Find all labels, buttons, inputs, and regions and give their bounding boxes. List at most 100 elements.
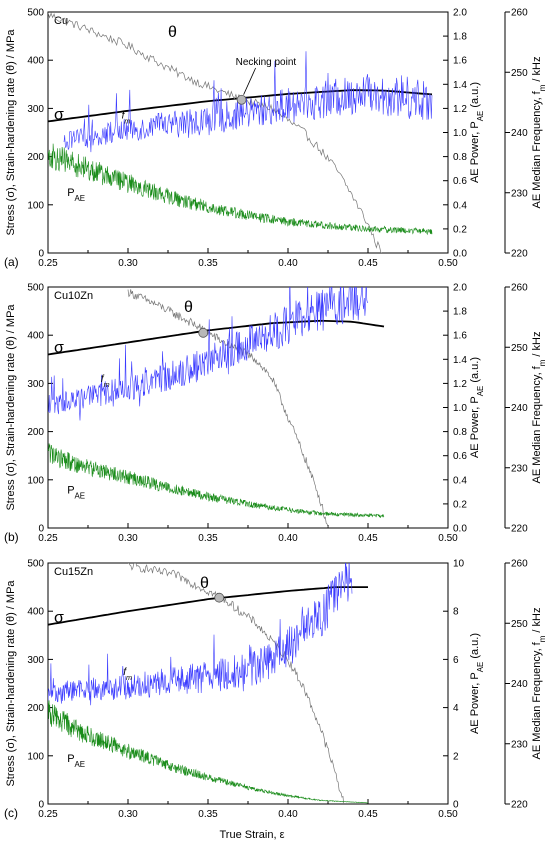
x-tick-label: 0.50 <box>438 258 458 269</box>
x-tick-label: 0.45 <box>358 809 378 820</box>
power-tick-label: 1.0 <box>453 128 467 139</box>
frequency-tick-label: 260 <box>511 559 528 570</box>
power-tick-label: 1.6 <box>453 331 467 342</box>
ae-power-curve <box>48 443 385 519</box>
frequency-tick-label: 240 <box>511 403 528 414</box>
frequency-tick-label: 260 <box>511 283 528 294</box>
power-tick-label: 0.2 <box>453 224 467 235</box>
frequency-tick-label: 220 <box>511 524 528 535</box>
power-tick-label: 10 <box>453 559 465 570</box>
panel-name: Cu15Zn <box>54 566 93 578</box>
power-tick-label: 2.0 <box>453 8 467 19</box>
x-axis-title: True Strain, ε <box>219 829 284 841</box>
power-axis-title: AE Power, PAE (a.u.) <box>469 633 485 734</box>
power-tick-label: 1.6 <box>453 56 467 67</box>
frequency-tick-label: 240 <box>511 679 528 690</box>
necking-point-marker <box>198 327 209 338</box>
hardening-series-label: θ <box>200 575 209 592</box>
necking-point-marker <box>214 592 225 603</box>
stress-tick-label: 400 <box>27 331 44 342</box>
power-tick-label: 0.6 <box>453 176 467 187</box>
x-tick-label: 0.50 <box>438 809 458 820</box>
hardening-rate-curve <box>48 12 383 253</box>
stress-series-label: σ <box>54 106 64 123</box>
median-frequency-curve <box>48 287 369 421</box>
frequency-tick-label: 230 <box>511 739 528 750</box>
hardening-series-label: θ <box>168 24 177 41</box>
stress-tick-label: 500 <box>27 283 44 294</box>
hardening-rate-curve <box>127 563 345 804</box>
power-tick-label: 2 <box>453 751 459 762</box>
hardening-rate-curve <box>127 289 329 528</box>
frequency-series-label: fm <box>123 667 132 682</box>
stress-axis-title: Stress (σ), Strain-hardening rate (θ) / … <box>5 304 17 511</box>
panel-c: 0.25 0.30 0.35 0.40 0.45 0.500100200300400500… <box>4 559 547 821</box>
panel-letter: (c) <box>4 806 18 820</box>
x-axis-title-group: True Strain, ε <box>219 829 284 841</box>
x-tick-label: 0.30 <box>118 533 138 544</box>
power-tick-label: 0.4 <box>453 200 467 211</box>
stress-tick-label: 400 <box>27 56 44 67</box>
frequency-tick-label: 250 <box>511 68 528 79</box>
x-tick-label: 0.30 <box>118 809 138 820</box>
x-tick-label: 0.45 <box>358 533 378 544</box>
series-group <box>48 12 433 253</box>
stress-tick-label: 200 <box>27 152 44 163</box>
power-axis-title: AE Power, PAE (a.u.) <box>469 357 485 458</box>
power-tick-label: 6 <box>453 655 459 666</box>
panel-name: Cu10Zn <box>54 290 93 302</box>
power-series-label: PAE <box>67 753 85 769</box>
median-frequency-curve <box>63 51 433 153</box>
panel-b: 0.25 0.30 0.35 0.40 0.45 0.50 0 100 200 300 400 500… <box>4 283 547 545</box>
frequency-axis-title: AE Median Frequency, fm / kHz <box>531 57 547 209</box>
x-tick-label: 0.25 <box>38 258 58 269</box>
power-tick-label: 1.2 <box>453 104 467 115</box>
stress-tick-label: 300 <box>27 104 44 115</box>
panel-letter: (a) <box>4 255 19 269</box>
power-tick-label: 1.2 <box>453 379 467 390</box>
frequency-tick-label: 240 <box>511 128 528 139</box>
stress-tick-label: 200 <box>27 703 44 714</box>
frequency-tick-label: 250 <box>511 619 528 630</box>
necking-point-arrow <box>243 67 256 95</box>
stress-curve <box>48 586 368 626</box>
stress-curve <box>48 319 385 356</box>
necking-point-annotation: Necking point <box>236 57 297 68</box>
series-group <box>48 563 369 804</box>
x-tick-label: 0.40 <box>278 809 298 820</box>
x-tick-label: 0.50 <box>438 533 458 544</box>
stress-tick-label: 500 <box>27 559 44 570</box>
power-tick-label: 4 <box>453 703 459 714</box>
stress-series-label: σ <box>54 339 64 356</box>
stress-tick-label: 400 <box>27 607 44 618</box>
power-tick-label: 0.6 <box>453 451 467 462</box>
x-tick-label: 0.45 <box>358 258 378 269</box>
frequency-series-label: fm <box>101 374 110 389</box>
power-series-label: PAE <box>67 484 85 500</box>
power-tick-label: 0 <box>453 800 459 811</box>
stress-axis-title: Stress (σ), Strain-hardening rate (θ) / … <box>5 580 17 787</box>
frequency-axis-title: AE Median Frequency, fm / kHz <box>531 332 547 484</box>
frequency-tick-label: 230 <box>511 463 528 474</box>
ae-power-curve <box>48 700 369 804</box>
power-tick-label: 1.4 <box>453 355 467 366</box>
frequency-axis-title: AE Median Frequency, fm / kHz <box>531 608 547 760</box>
x-tick-label: 0.25 <box>38 809 58 820</box>
necking-point-marker <box>236 94 247 105</box>
ae-power-curve <box>48 143 433 236</box>
hardening-series-label: θ <box>184 299 193 316</box>
stress-axis-title: Stress (σ), Strain-hardening rate (θ) / … <box>5 29 17 236</box>
stress-tick-label: 500 <box>27 8 44 19</box>
frequency-tick-label: 220 <box>511 249 528 260</box>
frequency-tick-label: 220 <box>511 800 528 811</box>
power-series-label: PAE <box>67 187 85 203</box>
frequency-tick-label: 260 <box>511 8 528 19</box>
stress-tick-label: 100 <box>27 751 44 762</box>
power-tick-label: 0.4 <box>453 475 467 486</box>
power-tick-label: 0.0 <box>453 524 467 535</box>
median-frequency-curve <box>48 563 353 706</box>
power-tick-label: 1.0 <box>453 403 467 414</box>
power-tick-label: 0.2 <box>453 499 467 510</box>
stress-series-label: σ <box>54 610 64 627</box>
stress-tick-label: 0 <box>38 524 44 535</box>
